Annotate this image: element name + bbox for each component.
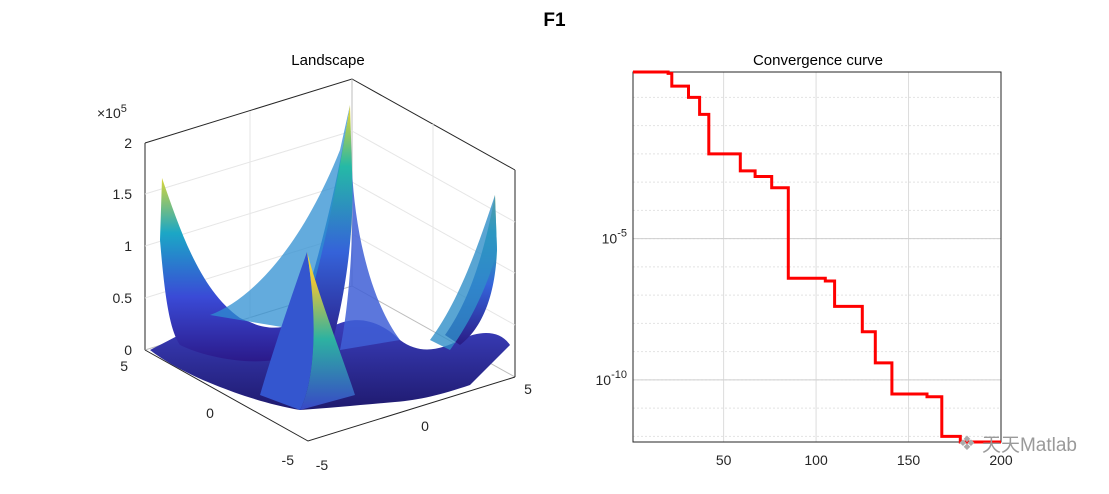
z-exponent-label: ×105: [97, 103, 127, 121]
z-tick-label: 2: [124, 135, 132, 151]
convergence-grid: [633, 72, 1002, 442]
landscape-title: Landscape: [291, 52, 364, 69]
surface-right-wing-dark: [430, 195, 497, 350]
x-tick-label: 0: [206, 405, 214, 421]
z-tick-label: 1: [124, 238, 132, 254]
x-tick-label: -5: [282, 452, 295, 468]
x-tick-label: 5: [120, 358, 128, 374]
x-tick-label: 150: [897, 452, 921, 468]
z-tick-label: 0.5: [113, 290, 133, 306]
x-tick-label: 50: [716, 452, 732, 468]
surface-back-peak-shadow: [340, 170, 400, 350]
x-tick-label: 100: [804, 452, 828, 468]
z-tick-label: 0: [124, 342, 132, 358]
surface-left-back: [210, 105, 350, 330]
landscape-axes: Landscape: [97, 52, 532, 473]
surface-center-peak: [260, 252, 314, 410]
convergence-y-ticks: 10-5 10-10: [596, 228, 627, 388]
watermark-text: 天天Matlab: [981, 435, 1077, 456]
surface-right-wing: [445, 195, 497, 345]
surface-left-wing: [160, 178, 290, 362]
convergence-plot-box: [632, 71, 1002, 443]
landscape-x-ticks: 5 0 -5: [120, 358, 294, 468]
figure-title: F1: [543, 10, 566, 31]
surface-center-peak-light: [300, 252, 355, 410]
y-tick-label: 5: [524, 381, 532, 397]
y-tick-label: 0: [421, 418, 429, 434]
y-tick-label: -5: [316, 457, 329, 473]
convergence-x-ticks: 50 100 150 200: [716, 452, 1013, 468]
y-tick-label: 10-5: [602, 228, 627, 247]
wechat-icon: ❖: [958, 433, 976, 455]
x-tick-label: 200: [989, 452, 1013, 468]
landscape-surface: [150, 105, 510, 410]
landscape-y-ticks: -5 0 5: [316, 381, 532, 473]
convergence-title: Convergence curve: [753, 52, 883, 69]
z-tick-label: 1.5: [113, 186, 133, 202]
y-tick-label: 10-10: [596, 369, 627, 388]
convergence-axes: Convergence curve 50 100 150 200 10-5 10-10: [596, 52, 1013, 468]
convergence-series-line: [633, 70, 1001, 444]
landscape-z-ticks: ×105 2 1.5 1 0.5 0: [97, 103, 132, 358]
watermark: ❖ 天天Matlab: [958, 430, 1077, 457]
